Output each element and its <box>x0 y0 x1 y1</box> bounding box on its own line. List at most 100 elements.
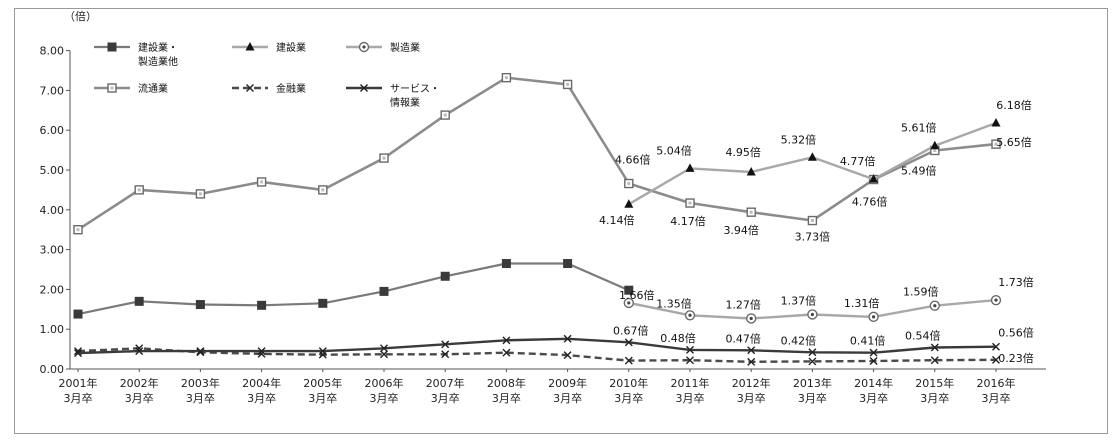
data-point <box>134 296 144 306</box>
data-label: 1.37倍 <box>781 293 817 307</box>
data-point <box>990 294 1002 306</box>
data-label: 0.42倍 <box>781 333 817 347</box>
data-point <box>440 110 450 120</box>
data-point <box>73 309 83 319</box>
data-point <box>134 185 144 195</box>
data-label: 1.31倍 <box>844 296 880 310</box>
data-point <box>685 163 695 172</box>
y-tick-label: 4.00 <box>40 204 65 217</box>
data-label: 0.47倍 <box>725 331 761 345</box>
data-point <box>380 344 388 353</box>
legend-item: サービス・情報業 <box>346 83 440 109</box>
x-tick-label: 2009年 3月卒 <box>548 376 587 405</box>
data-point <box>135 347 144 356</box>
legend-label: 流通業 <box>138 82 168 95</box>
data-point <box>869 174 879 183</box>
y-tick-label: 5.00 <box>40 164 65 177</box>
data-point <box>869 348 878 357</box>
data-label: 5.65倍 <box>996 135 1032 149</box>
data-point <box>746 166 756 176</box>
data-point <box>73 224 83 235</box>
data-point <box>807 215 818 226</box>
data-point <box>440 271 450 281</box>
data-point <box>318 347 327 356</box>
data-point <box>686 356 694 365</box>
data-point <box>992 355 1000 364</box>
data-label: 0.23倍 <box>998 351 1034 365</box>
data-point <box>502 336 511 345</box>
data-point <box>318 298 328 308</box>
data-label: 3.73倍 <box>795 230 831 244</box>
data-label: 5.61倍 <box>901 121 937 135</box>
legend-item: 建設業 <box>232 41 306 54</box>
series-line <box>77 347 997 363</box>
x-tick-label: 2015年 3月卒 <box>915 376 954 405</box>
x-tick-label: 2016年 3月卒 <box>977 376 1016 405</box>
data-point <box>807 152 817 161</box>
x-tick-label: 2013年 3月卒 <box>793 376 832 405</box>
legend-label: サービス・情報業 <box>390 83 440 109</box>
data-point <box>747 357 756 366</box>
x-tick-label: 2012年 3月卒 <box>732 376 771 405</box>
data-point <box>196 347 205 356</box>
x-tick-label: 2014年 3月卒 <box>854 376 893 405</box>
data-point <box>929 300 940 311</box>
x-tick-label: 2011年 3月卒 <box>671 376 710 405</box>
data-label: 1.27倍 <box>725 297 761 311</box>
data-label: 0.54倍 <box>905 329 941 343</box>
data-point <box>623 297 634 309</box>
legend-item: 製造業 <box>346 41 420 54</box>
legend-label: 建設業・製造業他 <box>138 41 178 68</box>
legend-marker <box>246 84 254 92</box>
x-tick-label: 2002年 3月卒 <box>120 376 159 405</box>
data-point <box>808 357 817 366</box>
data-label: 4.76倍 <box>852 195 888 209</box>
data-point <box>992 342 1000 351</box>
x-tick-label: 2005年 3月卒 <box>303 376 342 405</box>
data-point <box>685 198 695 208</box>
legend-marker <box>107 42 117 52</box>
data-point <box>624 178 634 189</box>
series-5 <box>74 334 1000 358</box>
x-tick-label: 2006年 3月卒 <box>365 376 404 405</box>
y-tick-label: 6.00 <box>40 124 65 137</box>
data-point <box>930 140 940 150</box>
data-label: 1.73倍 <box>998 275 1034 289</box>
data-label: 1.66倍 <box>619 288 655 302</box>
data-point <box>868 311 879 323</box>
series-line <box>77 337 997 355</box>
data-label: 0.48倍 <box>660 331 696 345</box>
unit-label: （倍） <box>64 9 97 23</box>
data-label: 0.41倍 <box>850 334 886 348</box>
data-point <box>318 185 328 195</box>
y-tick-label: 7.00 <box>40 84 65 97</box>
data-point <box>624 356 633 365</box>
data-label: 5.04倍 <box>656 143 692 157</box>
data-point <box>318 350 327 359</box>
data-point <box>686 345 694 354</box>
legend-item: 金融業 <box>232 82 306 95</box>
data-label: 4.66倍 <box>615 153 651 167</box>
data-label: 5.32倍 <box>781 132 817 146</box>
legend-label: 金融業 <box>276 82 306 95</box>
legend-marker <box>107 83 117 93</box>
data-point <box>379 153 389 163</box>
x-tick-label: 2004年 3月卒 <box>242 376 281 405</box>
series-0 <box>73 259 634 319</box>
legend-marker <box>360 84 368 92</box>
data-point <box>562 79 573 90</box>
data-point <box>747 346 756 355</box>
x-tick-label: 2001年 3月卒 <box>59 376 98 405</box>
chart-frame <box>14 8 1108 434</box>
legend-item: 建設業・製造業他 <box>94 41 178 68</box>
data-point <box>380 350 388 359</box>
data-point <box>991 118 1001 127</box>
data-point <box>74 349 82 358</box>
x-tick-label: 2007年 3月卒 <box>426 376 465 405</box>
x-tick-label: 2008年 3月卒 <box>487 376 526 405</box>
data-point <box>257 347 266 356</box>
legend-marker <box>245 42 255 51</box>
data-point <box>256 177 267 187</box>
y-tick-label: 2.00 <box>40 283 65 296</box>
